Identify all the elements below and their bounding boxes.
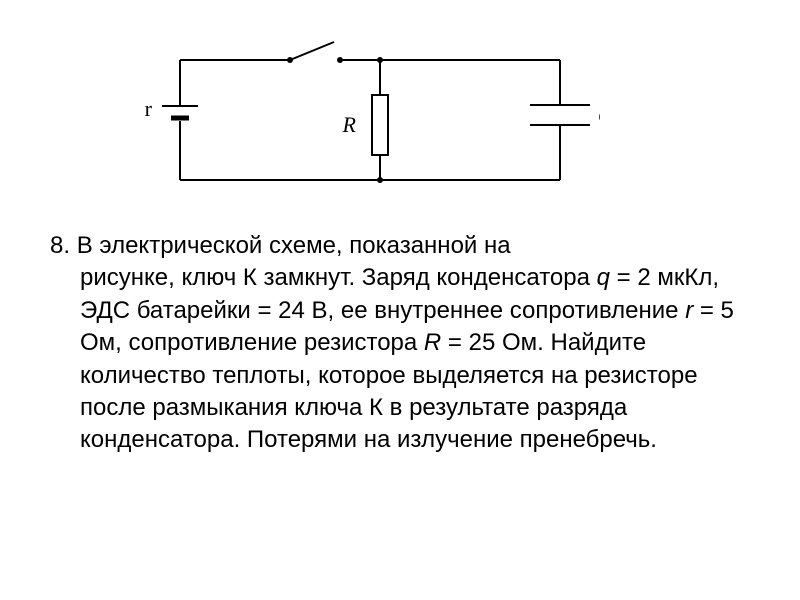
circuit-diagram: Kε , r R C	[140, 40, 600, 210]
svg-text:ε , r: ε , r	[140, 96, 153, 121]
problem-body: рисунке, ключ К замкнут. Заряд конденсат…	[80, 262, 750, 456]
problem-line1: В электрической схеме, показанной на	[77, 232, 511, 259]
svg-text:K: K	[307, 40, 323, 45]
problem-number: 8.	[50, 232, 70, 259]
problem-text: 8. В электрической схеме, показанной на …	[50, 230, 750, 457]
svg-text:R: R	[342, 112, 357, 137]
svg-text:C: C	[598, 103, 600, 128]
